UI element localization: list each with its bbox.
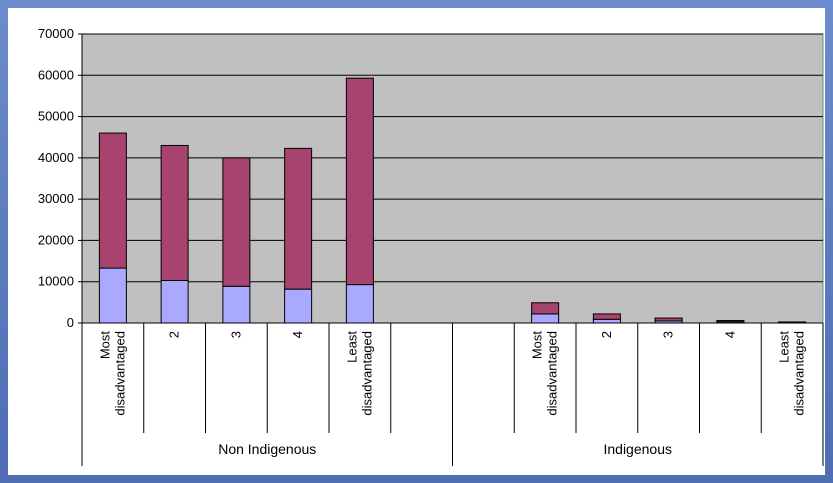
y-tick-label: 10000 [38,274,74,289]
category-label: 2 [167,331,182,338]
y-tick-label: 70000 [38,26,74,41]
plot-area [81,33,824,324]
bar-segment-1 [98,267,127,324]
category-label: disadvantaged [112,331,127,416]
bar-segment-1 [592,318,621,324]
category-label: Most [97,331,112,360]
bar-segment-2 [284,147,313,290]
category-label: Least [344,331,359,363]
category-label: 4 [290,331,305,338]
stacked-bar-chart: 0 10000 20000 30000 40000 50000 60000 70000 Most… [38,26,824,466]
bar-segment-2 [345,77,374,286]
bar-segment-1 [160,279,189,324]
category-label: 3 [228,331,243,338]
y-tick-label: 40000 [38,150,74,165]
bar-segment-2 [654,317,683,322]
bar-segment-2 [98,132,127,269]
category-label: disadvantaged [359,331,374,416]
bar-segment-1 [222,285,251,324]
category-label: 2 [599,331,614,338]
y-tick-label: 60000 [38,67,74,82]
y-tick-label: 0 [67,315,74,330]
y-tick-label: 20000 [38,232,74,247]
category-label: disadvantaged [545,331,560,416]
bar-segment-2 [592,313,621,320]
bar-segment-1 [345,284,374,324]
chart-panel: 0 10000 20000 30000 40000 50000 60000 70000 Most… [8,8,825,475]
category-label: 4 [722,331,737,338]
y-tick-label: 50000 [38,109,74,124]
bar-segment-2 [716,320,745,323]
bar-segment-1 [531,313,560,324]
bar-segment-2 [531,302,560,315]
y-tick-label: 30000 [38,191,74,206]
bar-segment-2 [160,144,189,281]
group-label: Indigenous [603,441,672,457]
category-label: disadvantaged [792,331,807,416]
category-label: Most [530,331,545,360]
bar-segment-2 [222,157,251,287]
group-label: Non Indigenous [218,441,316,457]
category-label: 3 [661,331,676,338]
bar-segment-1 [284,288,313,324]
category-label: Least [777,331,792,363]
